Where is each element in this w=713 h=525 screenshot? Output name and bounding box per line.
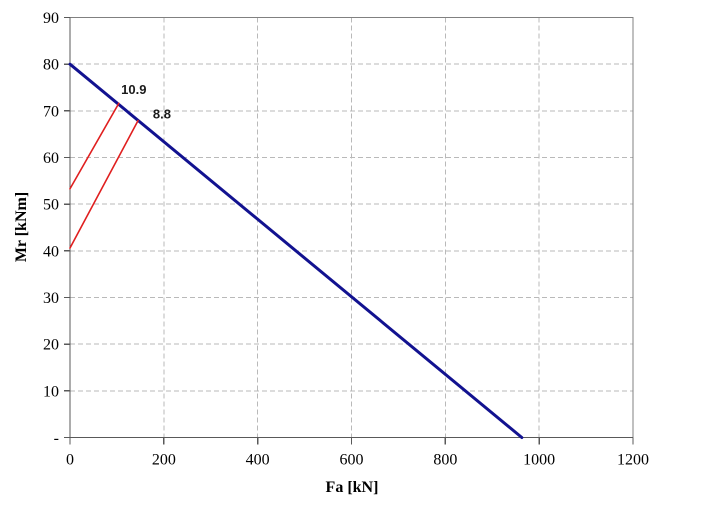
series-load-path-2 <box>69 119 139 249</box>
x-tick-label: 1000 <box>523 452 555 469</box>
y-tick-label: 60 <box>43 150 59 167</box>
x-tick-label: 600 <box>340 452 364 469</box>
x-tick-label: 800 <box>433 452 457 469</box>
series-interaction-envelope <box>68 62 524 439</box>
y-tick-label: 40 <box>43 243 59 260</box>
series-load-path-1 <box>69 102 120 190</box>
y-tick-label: - <box>54 430 59 447</box>
y-tick-label: 20 <box>43 337 59 354</box>
y-tick-label: 80 <box>43 57 59 74</box>
y-tick-label: 30 <box>43 290 59 307</box>
y-tick-label: 10 <box>43 383 59 400</box>
y-tick-label: 50 <box>43 197 59 214</box>
x-tick-label: 0 <box>66 452 74 469</box>
data-label: 8.8 <box>153 107 171 122</box>
x-axis-title: Fa [kN] <box>325 479 379 496</box>
x-tick-label: 400 <box>246 452 270 469</box>
y-tick-label: 90 <box>43 10 59 27</box>
y-axis-title: Mr [kNm] <box>13 191 30 263</box>
y-tick-label: 70 <box>43 103 59 120</box>
data-label: 10.9 <box>121 82 146 97</box>
x-tick-label: 200 <box>152 452 176 469</box>
x-tick-label: 1200 <box>617 452 649 469</box>
